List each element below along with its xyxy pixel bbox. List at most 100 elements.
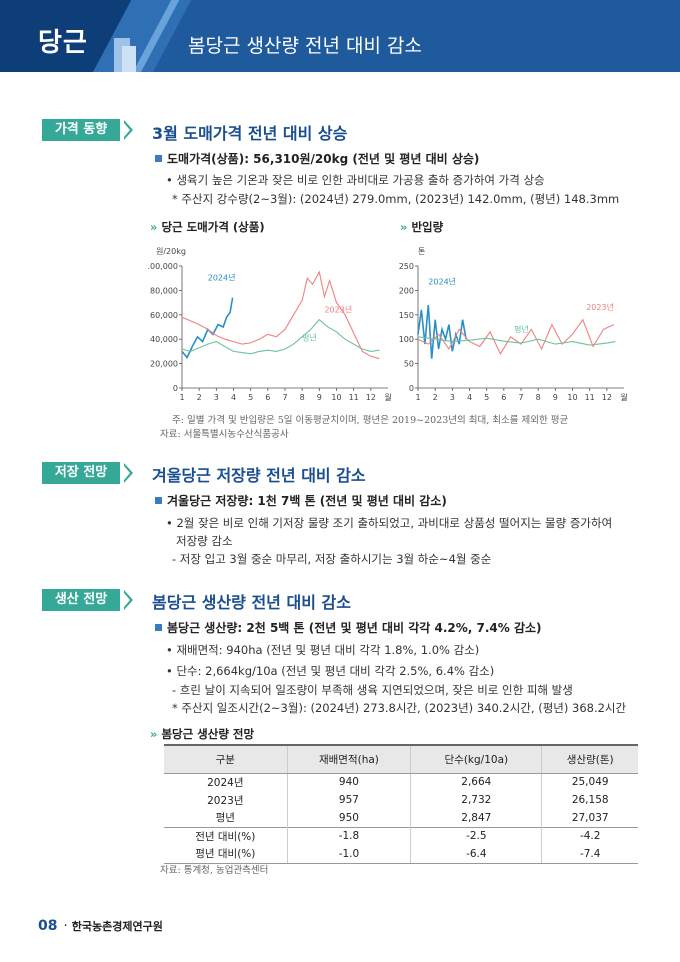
- production-line-2: • 단수: 2,664kg/10a (전년 및 평년 대비 각각 2.5%, 6…: [166, 664, 495, 678]
- bullet-head-price: 도매가격(상품): 56,310원/20kg (전년 및 평년 대비 상승): [155, 150, 479, 167]
- y-tick-label: 40,000: [150, 335, 178, 344]
- series-line-normal: [181, 318, 380, 355]
- section-title-price: 3월 도매가격 전년 대비 상승: [152, 124, 348, 143]
- table-title: » 봄당근 생산량 전망: [150, 727, 255, 741]
- table-row: 전년 대비(%) -1.8 -2.5 -4.2: [164, 826, 638, 845]
- series-label: 2023년: [586, 302, 614, 312]
- section-title-production: 봄당근 생산량 전년 대비 감소: [152, 593, 351, 612]
- y-tick-label: 60,000: [150, 311, 178, 320]
- table-cell: 2,847: [410, 809, 542, 827]
- section-tag-label: 저장 전망: [42, 462, 120, 484]
- table-header-row: 구분 재배면적(ha) 단수(kg/10a) 생산량(톤): [164, 744, 638, 774]
- table-cell: 평년 대비(%): [164, 845, 288, 864]
- table-row: 2023년 957 2,732 26,158: [164, 791, 638, 809]
- y-unit-label: 톤: [418, 247, 425, 256]
- price-line-1: • 생육기 높은 기온과 잦은 비로 인한 과비대로 가공용 출하 증가하여 가…: [166, 173, 545, 187]
- series-label: 2023년: [324, 304, 352, 314]
- x-tick-label: 12: [366, 393, 376, 402]
- table-row: 2024년 940 2,664 25,049: [164, 773, 638, 791]
- x-tick-label: 1: [415, 393, 420, 402]
- x-tick-label: 3: [450, 393, 455, 402]
- production-line-3: - 흐린 날이 지속되어 일조량이 부족해 생육 지연되었으며, 잦은 비로 인…: [172, 683, 573, 697]
- table-source: 자료: 통계청, 농업관측센터: [160, 865, 269, 876]
- section-tag-label: 가격 동향: [42, 119, 120, 141]
- y-tick-label: 100,000: [148, 262, 178, 271]
- page-number: 08: [38, 918, 58, 934]
- y-unit-label: 원/20kg: [156, 247, 186, 256]
- chart-note: 주: 일별 가격 및 반입량은 5일 이동평균치이며, 평년은 2019~202…: [172, 415, 569, 426]
- section-tag-label: 생산 전망: [42, 589, 120, 611]
- table-cell: 940: [286, 773, 411, 791]
- table-cell: -1.0: [286, 845, 411, 864]
- x-tick-label: 11: [349, 393, 359, 402]
- table-cell: 2023년: [207, 794, 244, 807]
- table-header-cell: 생산량(톤): [541, 744, 638, 774]
- series-line-2023: [181, 270, 380, 360]
- y-tick-label: 0: [409, 384, 414, 393]
- x-tick-label: 8: [536, 393, 541, 402]
- x-tick-label: 9: [317, 393, 322, 402]
- square-bullet-icon: [155, 155, 162, 162]
- y-tick-label: 0: [173, 384, 178, 393]
- section-tag-price: 가격 동향: [42, 119, 134, 141]
- series-label: 2024년: [428, 276, 456, 286]
- bullet-head-storage: 겨울당근 저장량: 1천 7백 톤 (전년 및 평년 대비 감소): [155, 492, 447, 509]
- x-tick-label: 7: [282, 393, 287, 402]
- table-cell: 25,049: [541, 773, 638, 791]
- x-tick-label: 5: [484, 393, 489, 402]
- double-chevron-icon: »: [400, 220, 408, 234]
- x-tick-label: 10: [331, 393, 341, 402]
- y-tick-label: 50: [404, 360, 414, 369]
- storage-line-1: • 2월 잦은 비로 인해 기저장 물량 조기 출하되었고, 과비대로 상품성 …: [166, 516, 613, 530]
- production-line-1: • 재배면적: 940ha (전년 및 평년 대비 각각 1.8%, 1.0% …: [166, 643, 480, 657]
- price-line-2: * 주산지 강수량(2~3월): (2024년) 279.0mm, (2023년…: [172, 192, 620, 206]
- storage-line-3: - 저장 입고 3월 중순 마무리, 저장 출하시기는 3월 하순~4월 중순: [172, 552, 492, 566]
- x-tick-label: 6: [265, 393, 270, 402]
- table-cell: 2024년: [207, 776, 244, 789]
- series-label: 평년: [302, 332, 317, 342]
- double-chevron-icon: »: [150, 220, 158, 234]
- x-tick-label: 10: [567, 393, 577, 402]
- storage-line-2: 저장량 감소: [176, 534, 233, 548]
- x-tick-label: 3: [214, 393, 219, 402]
- building-small-icon: [122, 46, 136, 72]
- section-title-storage: 겨울당근 저장량 전년 대비 감소: [152, 466, 366, 485]
- x-tick-label: 월: [384, 392, 391, 402]
- series-line-2023: [417, 318, 614, 355]
- table-cell: -7.4: [541, 845, 638, 864]
- series-label: 2024년: [208, 273, 236, 283]
- series-line-normal: [417, 336, 616, 346]
- table-cell: 2,664: [410, 773, 542, 791]
- x-tick-label: 8: [300, 393, 305, 402]
- y-tick-label: 80,000: [150, 286, 178, 295]
- section-tag-storage: 저장 전망: [42, 462, 134, 484]
- table-cell: 전년 대비(%): [164, 826, 288, 845]
- footer-dot: ·: [63, 919, 68, 934]
- page-footer: 08 · 한국농촌경제연구원: [38, 918, 163, 934]
- table-cell: 26,158: [541, 791, 638, 809]
- chevron-right-inner-icon: [124, 466, 130, 480]
- x-tick-label: 1: [179, 393, 184, 402]
- chart1-title: » 당근 도매가격 (상품): [150, 220, 265, 234]
- table-cell: -1.8: [286, 826, 411, 845]
- x-tick-label: 5: [248, 393, 253, 402]
- series-line-2024: [181, 297, 234, 359]
- series-line-2024: [417, 304, 467, 359]
- chart2-title: » 반입량: [400, 220, 444, 234]
- header-category: 당근: [38, 28, 88, 58]
- chevron-right-inner-icon: [124, 593, 130, 607]
- table-cell: -4.2: [541, 826, 638, 845]
- double-chevron-icon: »: [150, 727, 158, 741]
- x-tick-label: 월: [620, 392, 627, 402]
- y-tick-label: 250: [399, 262, 414, 271]
- table-header-cell: 단수(kg/10a): [410, 744, 542, 774]
- x-tick-label: 6: [501, 393, 506, 402]
- x-tick-label: 2: [433, 393, 438, 402]
- table-cell: -2.5: [410, 826, 542, 845]
- table-cell: 957: [286, 791, 411, 809]
- x-tick-label: 4: [467, 393, 472, 402]
- x-tick-label: 2: [197, 393, 202, 402]
- table-cell: 2,732: [410, 791, 542, 809]
